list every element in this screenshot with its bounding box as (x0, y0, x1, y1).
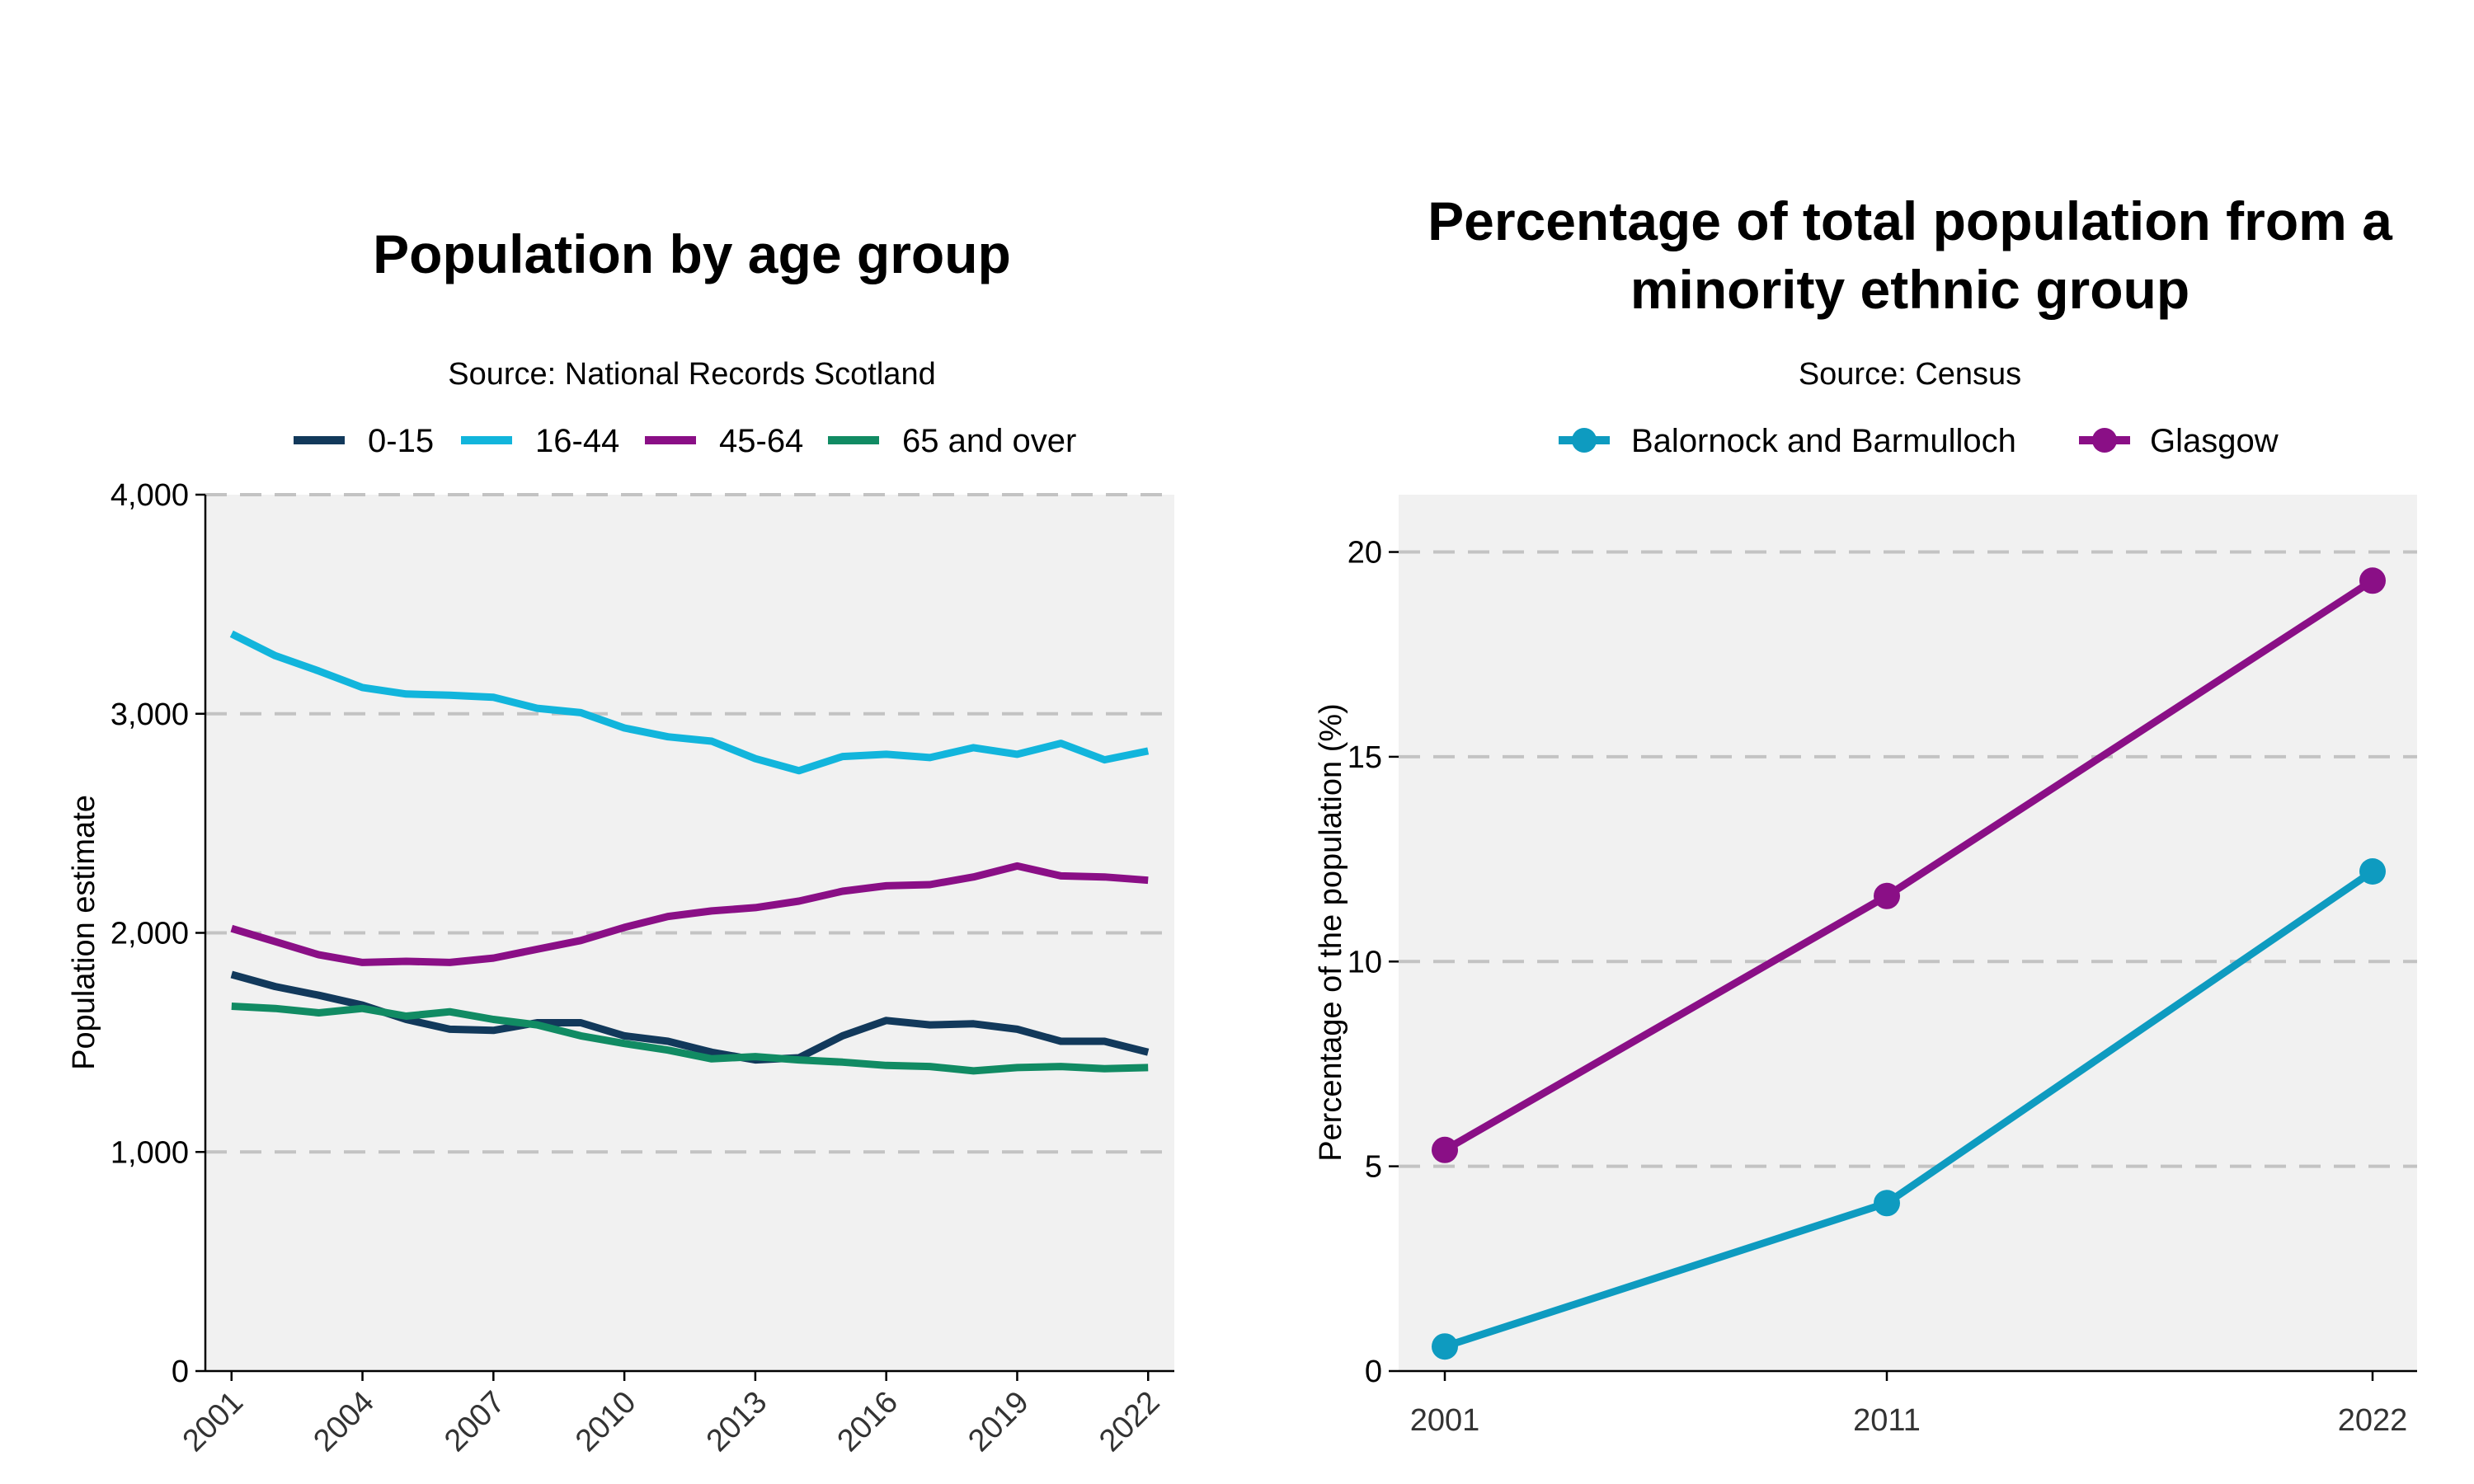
data-point-balornock-and-barmulloch-2001 (1432, 1333, 1458, 1360)
age-chart-x-tick-label-2016: 2016 (831, 1385, 905, 1458)
series-line-45-64 (230, 862, 1149, 966)
age-chart-x-tick-label-2001: 2001 (176, 1385, 250, 1458)
age-chart-legend: 0-15 16-44 45-64 65 and over (294, 423, 1076, 459)
series-line-65-and-over (231, 1003, 1149, 1075)
legend-label-0-15: 0-15 (368, 423, 434, 459)
ethnic-chart-y-tick-label-10: 10 (1348, 945, 1382, 979)
data-point-glasgow-2011 (1874, 882, 1900, 909)
age-chart-x-tick-label-2019: 2019 (962, 1385, 1035, 1458)
legend-label-16-44: 16-44 (535, 423, 619, 459)
age-chart-subtitle: Source: National Records Scotland (448, 357, 935, 392)
age-chart-x-tick-label-2007: 2007 (438, 1385, 511, 1458)
ethnic-group-chart: Percentage of total population from a mi… (1314, 190, 2417, 1438)
ethnic-chart-legend: Balornock and Barmulloch Glasgow (1559, 423, 2279, 459)
legend-label-glasgow: Glasgow (2150, 423, 2279, 459)
age-chart-title: Population by age group (373, 223, 1011, 284)
ethnic-chart-y-axis-title: Percentage of the population (%) (1314, 703, 1348, 1162)
ethnic-chart-y-tick-label-5: 5 (1365, 1150, 1382, 1185)
legend-key-glasgow-point (2092, 428, 2117, 453)
data-point-balornock-and-barmulloch-2022 (2359, 858, 2386, 885)
ethnic-chart-y-tick-label-20: 20 (1348, 536, 1382, 571)
age-chart-x-tick-label-2010: 2010 (569, 1385, 642, 1458)
age-chart-y-axis-title: Population estimate (67, 795, 101, 1070)
legend-key-balornock-point (1572, 428, 1597, 453)
ethnic-chart-title-line-2: minority ethnic group (1630, 259, 2189, 320)
ethnic-chart-plot-panel (1399, 495, 2417, 1371)
series-line-16-44 (229, 630, 1150, 775)
age-chart-y-tick-label-1000: 1,000 (111, 1135, 189, 1170)
ethnic-chart-x-tick-label-2011: 2011 (1853, 1403, 1921, 1438)
age-chart-y-tick-label-2000: 2,000 (111, 917, 189, 951)
age-chart-x-tick-label-2022: 2022 (1093, 1385, 1166, 1458)
age-chart-y-tick-label-4000: 4,000 (111, 478, 189, 513)
age-chart-x-tick-label-2004: 2004 (307, 1385, 380, 1458)
legend-label-45-64: 45-64 (719, 423, 803, 459)
age-chart-y-tick-label-3000: 3,000 (111, 697, 189, 732)
ethnic-chart-subtitle: Source: Census (1799, 357, 2021, 392)
ethnic-chart-x-tick-label-2001: 2001 (1410, 1403, 1480, 1438)
age-chart-y-tick-label-0: 0 (172, 1355, 189, 1389)
data-point-balornock-and-barmulloch-2011 (1874, 1190, 1900, 1217)
ethnic-chart-y-tick-label-15: 15 (1348, 740, 1382, 775)
age-chart-x-tick-label-2013: 2013 (700, 1385, 774, 1458)
ethnic-chart-x-tick-label-2022: 2022 (2338, 1403, 2408, 1438)
data-point-glasgow-2022 (2359, 567, 2386, 594)
legend-label-balornock: Balornock and Barmulloch (1631, 423, 2016, 459)
data-point-glasgow-2001 (1432, 1136, 1458, 1163)
age-group-chart: Population by age group Source: National… (67, 223, 1174, 1458)
ethnic-chart-y-tick-label-0: 0 (1365, 1355, 1382, 1389)
legend-label-65-and-over: 65 and over (902, 423, 1076, 459)
ethnic-chart-title-line-1: Percentage of total population from a (1427, 190, 2393, 251)
